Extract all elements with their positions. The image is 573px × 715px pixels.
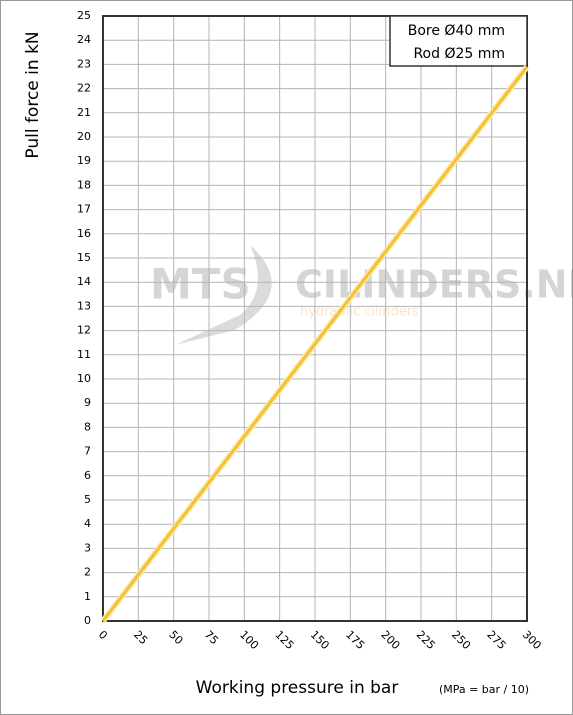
y-tick-label: 8: [84, 420, 91, 433]
y-tick-label: 24: [77, 33, 91, 46]
y-tick-label: 15: [77, 251, 91, 264]
y-tick-label: 25: [77, 9, 91, 22]
y-tick-label: 12: [77, 324, 91, 337]
y-tick-label: 2: [84, 566, 91, 579]
line: [101, 65, 529, 622]
y-tick-label: 21: [77, 106, 91, 119]
y-tick-label: 11: [77, 348, 91, 361]
y-tick-label: 18: [77, 178, 91, 191]
y-tick-label: 0: [84, 614, 91, 627]
watermark-text: MTS: [150, 260, 251, 309]
x-axis-label: Working pressure in bar: [196, 678, 399, 698]
watermark-text: CILINDERS.NL: [295, 263, 573, 307]
y-tick-label: 9: [84, 396, 91, 409]
y-tick-label: 1: [84, 590, 91, 603]
y-tick-label: 7: [84, 445, 91, 458]
y-tick-label: 17: [77, 203, 91, 216]
y-tick-label: 6: [84, 469, 91, 482]
watermark-text: hydraulic cilinders: [300, 305, 419, 320]
y-tick-label: 20: [77, 130, 91, 143]
watermark-logo: [175, 245, 272, 345]
y-tick-label: 22: [77, 82, 91, 95]
y-tick-label: 23: [77, 57, 91, 70]
y-tick-label: 16: [77, 227, 91, 240]
y-tick-label: 19: [77, 154, 91, 167]
annotation: Bore Ø40 mm: [408, 23, 505, 39]
y-tick-label: 3: [84, 541, 91, 554]
annotation-box: [389, 15, 528, 67]
y-tick-label: 5: [84, 493, 91, 506]
y-axis-label: Pull force in kN: [23, 31, 43, 158]
y-tick-label: 13: [77, 299, 91, 312]
y-tick-label: 14: [77, 275, 91, 288]
y-tick-label: 4: [84, 517, 91, 530]
annotation: Rod Ø25 mm: [413, 46, 505, 62]
y-tick-label: 10: [77, 372, 91, 385]
plot-border: [102, 15, 528, 622]
x-axis-note: (MPa = bar / 10): [439, 683, 529, 696]
